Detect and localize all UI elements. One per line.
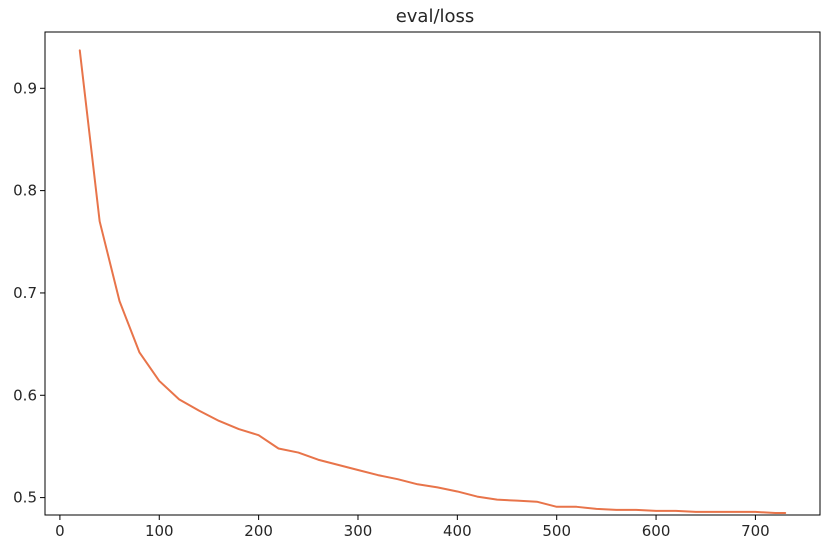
y-axis: 0.5 0.6 0.7 0.8 0.9 xyxy=(13,79,45,507)
y-tick-label: 0.9 xyxy=(13,79,37,97)
data-point xyxy=(138,351,140,353)
plot-area xyxy=(78,49,787,514)
y-tick-label: 0.5 xyxy=(13,489,37,507)
data-point xyxy=(516,500,518,502)
chart-title: eval/loss xyxy=(396,6,475,27)
data-point xyxy=(99,220,101,222)
data-point xyxy=(79,49,81,51)
data-point xyxy=(218,420,220,422)
data-point xyxy=(417,483,419,485)
data-point xyxy=(158,380,160,382)
data-point xyxy=(784,512,786,514)
data-point xyxy=(576,506,578,508)
data-point xyxy=(178,398,180,400)
data-point xyxy=(456,490,458,492)
data-point xyxy=(715,511,717,513)
x-tick-label: 700 xyxy=(741,522,770,540)
x-tick-label: 500 xyxy=(542,522,571,540)
series-line-0 xyxy=(78,49,787,514)
data-point xyxy=(496,499,498,501)
x-tick-label: 100 xyxy=(145,522,174,540)
data-point xyxy=(119,300,121,302)
data-point xyxy=(615,509,617,511)
x-tick-label: 300 xyxy=(344,522,373,540)
data-point xyxy=(635,509,637,511)
y-tick-label: 0.8 xyxy=(13,182,37,200)
data-point xyxy=(397,478,399,480)
data-point xyxy=(536,501,538,503)
data-point xyxy=(377,474,379,476)
data-point xyxy=(198,410,200,412)
data-point xyxy=(258,434,260,436)
x-tick-label: 0 xyxy=(55,522,65,540)
data-point xyxy=(238,428,240,430)
data-point xyxy=(436,486,438,488)
data-point xyxy=(317,459,319,461)
plot-frame xyxy=(44,31,821,516)
data-point xyxy=(476,496,478,498)
data-point xyxy=(297,452,299,454)
data-point xyxy=(595,508,597,510)
y-tick-label: 0.6 xyxy=(13,386,37,404)
data-point xyxy=(675,510,677,512)
data-point xyxy=(556,506,558,508)
data-point xyxy=(357,469,359,471)
data-point xyxy=(695,511,697,513)
x-axis: 0 100 200 300 400 500 600 700 xyxy=(55,515,770,540)
data-point xyxy=(754,511,756,513)
data-point xyxy=(277,447,279,449)
data-point xyxy=(735,511,737,513)
y-tick-label: 0.7 xyxy=(13,284,37,302)
data-point xyxy=(337,464,339,466)
x-tick-label: 600 xyxy=(642,522,671,540)
x-tick-label: 400 xyxy=(443,522,472,540)
data-point xyxy=(774,512,776,514)
x-tick-label: 200 xyxy=(244,522,273,540)
data-point xyxy=(655,510,657,512)
